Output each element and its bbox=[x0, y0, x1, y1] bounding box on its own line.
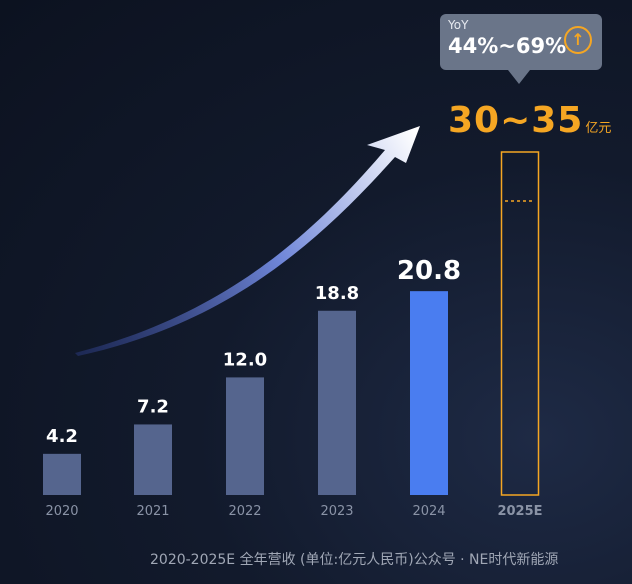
arrow-up-icon: ↑ bbox=[564, 26, 592, 54]
trend-arrow bbox=[75, 126, 420, 356]
bar-2023 bbox=[318, 310, 356, 495]
year-label-2021: 2021 bbox=[136, 504, 169, 519]
value-label-2020: 4.2 bbox=[46, 426, 78, 447]
value-label-2024: 20.8 bbox=[397, 256, 461, 286]
forecast-range: 30~35 bbox=[448, 100, 584, 141]
bar-2020 bbox=[43, 453, 81, 495]
year-label-2024: 2024 bbox=[412, 504, 445, 519]
yoy-callout: YoY 44%~69% ↑ bbox=[440, 14, 602, 84]
yoy-value: 44%~69% bbox=[448, 34, 567, 58]
year-label-2025e: 2025E bbox=[497, 504, 542, 519]
bar-2025e bbox=[500, 151, 540, 496]
forecast-label: 30~35 亿元 bbox=[448, 100, 611, 141]
value-label-2022: 12.0 bbox=[223, 349, 267, 370]
yoy-title: YoY bbox=[448, 18, 469, 32]
bar-2024 bbox=[410, 291, 448, 495]
year-label-2020: 2020 bbox=[45, 504, 78, 519]
year-label-2022: 2022 bbox=[228, 504, 261, 519]
forecast-unit: 亿元 bbox=[585, 121, 612, 136]
value-label-2023: 18.8 bbox=[315, 283, 359, 304]
chart-footnote: 2020-2025E 全年营收 (单位:亿元人民币)公众号 · NE时代新能源 bbox=[150, 552, 559, 568]
bar-2022 bbox=[226, 377, 264, 495]
year-label-2023: 2023 bbox=[320, 504, 353, 519]
value-label-2021: 7.2 bbox=[137, 396, 169, 417]
bar-2021 bbox=[134, 424, 172, 495]
